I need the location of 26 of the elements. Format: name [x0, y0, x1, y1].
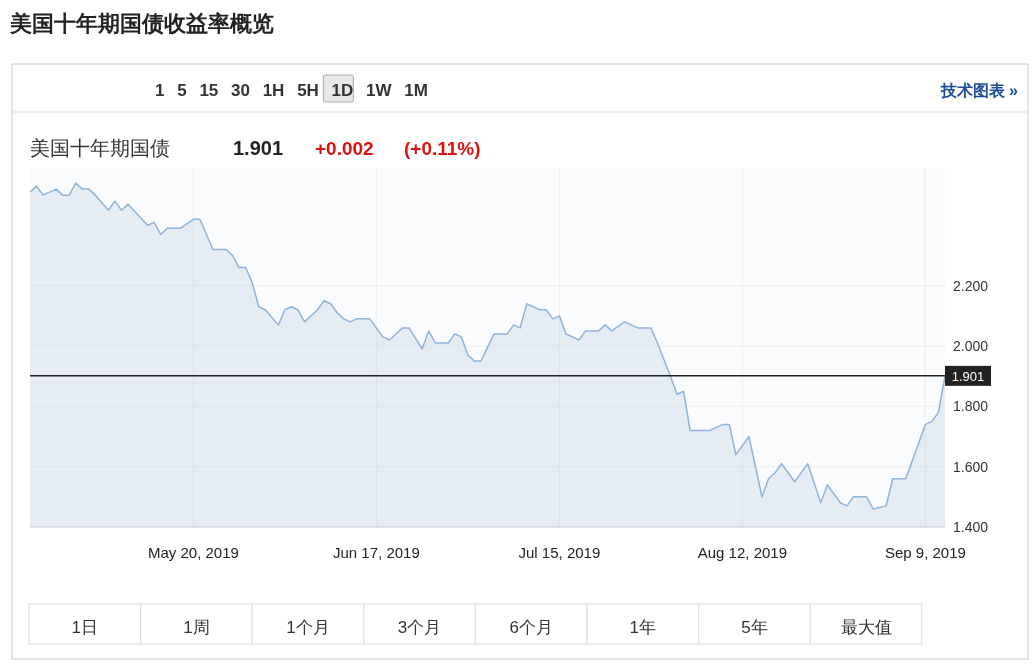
chart-title: 美国十年期国债收益率概览 [9, 11, 274, 36]
ref-line-label: 1.901 [951, 368, 985, 384]
x-tick-label: Sep 9, 2019 [884, 544, 966, 561]
y-tick-label: 2.000 [953, 337, 989, 354]
x-tick-label: Aug 12, 2019 [697, 544, 788, 561]
text: 3个月 [397, 618, 442, 637]
text: 1日 [71, 618, 99, 637]
text: 1 5 15 30 1H 5H 1D 1W 1M [155, 81, 428, 100]
text: 6个月 [509, 618, 553, 637]
text: 1周 [183, 618, 210, 637]
x-tick-label: May 20, 2019 [147, 544, 239, 561]
chart-subtitle: 美国十年期国债 [30, 137, 170, 159]
text: 5年 [741, 618, 768, 637]
y-tick-label: 1.600 [953, 458, 989, 475]
text: +0.002 [315, 138, 374, 159]
x-tick-label: Jun 17, 2019 [333, 544, 420, 561]
text: 技术图表 » [939, 82, 1019, 99]
text: 最大值 [840, 618, 892, 637]
y-tick-label: 1.400 [953, 519, 989, 535]
y-tick-label: 2.200 [953, 277, 989, 294]
y-tick-label: 1.800 [953, 398, 989, 415]
text: (+0.11%) [404, 138, 481, 159]
x-tick-label: Jul 15, 2019 [518, 544, 601, 561]
text: 1年 [629, 618, 657, 637]
text: 1.901 [233, 137, 284, 159]
text: 1个月 [286, 618, 330, 637]
